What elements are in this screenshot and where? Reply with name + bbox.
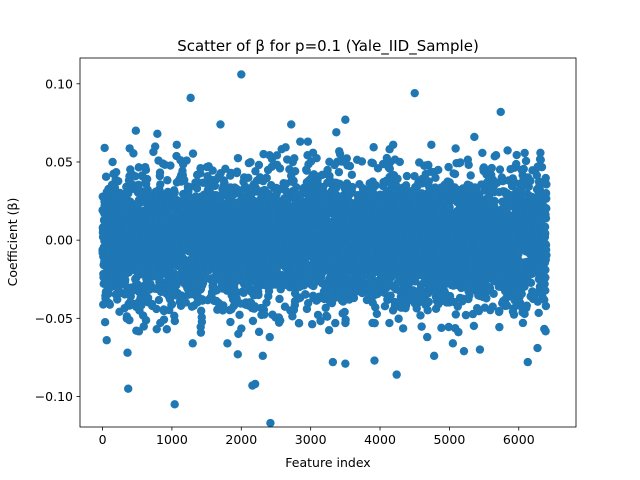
data-point	[134, 163, 143, 172]
data-point	[142, 174, 152, 184]
data-point	[100, 318, 110, 327]
data-point	[113, 295, 122, 304]
data-point	[262, 173, 271, 183]
data-point	[112, 167, 121, 177]
data-point	[437, 323, 446, 333]
data-point	[369, 143, 378, 152]
data-point	[370, 318, 379, 328]
data-point	[121, 275, 130, 285]
data-point	[276, 316, 285, 325]
data-point	[208, 166, 217, 175]
data-point	[162, 325, 172, 334]
data-point	[226, 317, 235, 327]
data-point	[424, 297, 433, 306]
data-point	[166, 161, 175, 170]
data-point	[290, 166, 300, 176]
data-point	[294, 319, 304, 328]
data-point	[182, 156, 191, 165]
data-point	[357, 157, 367, 166]
data-point	[170, 188, 179, 197]
data-point	[334, 167, 344, 177]
data-point	[416, 311, 425, 320]
data-point	[152, 324, 161, 334]
data-point	[331, 318, 340, 328]
data-point	[159, 315, 169, 324]
data-point	[322, 312, 332, 321]
data-point	[134, 180, 143, 190]
data-point	[301, 290, 310, 299]
data-point	[254, 327, 264, 337]
data-point	[393, 174, 402, 183]
data-point	[131, 172, 140, 181]
data-point	[275, 294, 284, 304]
data-point	[196, 328, 206, 337]
data-point	[125, 315, 134, 325]
data-point	[105, 300, 115, 309]
data-point	[181, 298, 190, 307]
data-point	[402, 171, 412, 181]
data-point	[307, 320, 317, 329]
data-point	[129, 149, 138, 158]
data-point	[232, 167, 242, 176]
data-point	[281, 143, 290, 152]
data-point	[188, 149, 198, 158]
data-point	[197, 317, 207, 327]
data-point	[143, 293, 153, 303]
data-point	[254, 160, 264, 170]
chart-title: Scatter of β for p=0.1 (Yale_IID_Sample)	[177, 37, 479, 56]
data-point	[141, 165, 151, 175]
data-point	[385, 318, 394, 328]
data-point	[101, 172, 111, 181]
data-point	[372, 309, 382, 319]
data-point	[431, 173, 440, 182]
data-point	[260, 310, 269, 319]
data-point	[395, 157, 404, 167]
data-point	[114, 176, 123, 186]
data-point	[398, 324, 408, 333]
data-point	[244, 173, 253, 183]
data-point	[292, 183, 301, 192]
data-point	[341, 315, 350, 324]
data-point	[156, 180, 165, 189]
data-point	[167, 300, 177, 309]
data-point	[155, 168, 165, 177]
data-point	[347, 170, 357, 179]
data-point	[324, 325, 334, 335]
data-point	[237, 324, 246, 333]
data-point	[345, 161, 355, 171]
data-point	[141, 316, 151, 325]
data-point	[417, 322, 426, 331]
data-point	[340, 307, 349, 317]
data-point	[394, 314, 403, 323]
data-point	[371, 180, 380, 190]
data-point	[154, 295, 164, 305]
data-points	[98, 70, 551, 428]
data-point	[248, 316, 258, 326]
data-point	[163, 176, 172, 185]
data-point	[137, 301, 146, 310]
data-point	[170, 316, 180, 326]
data-point	[312, 153, 321, 163]
data-point	[235, 310, 244, 320]
data-point	[423, 306, 432, 315]
data-point	[108, 157, 117, 167]
data-point	[151, 142, 160, 151]
data-point	[290, 154, 299, 163]
data-point	[275, 164, 285, 173]
data-point	[152, 304, 161, 314]
data-point	[254, 290, 263, 300]
data-point	[246, 157, 255, 167]
data-point	[180, 175, 189, 185]
data-point	[434, 165, 443, 175]
data-point	[233, 153, 243, 163]
